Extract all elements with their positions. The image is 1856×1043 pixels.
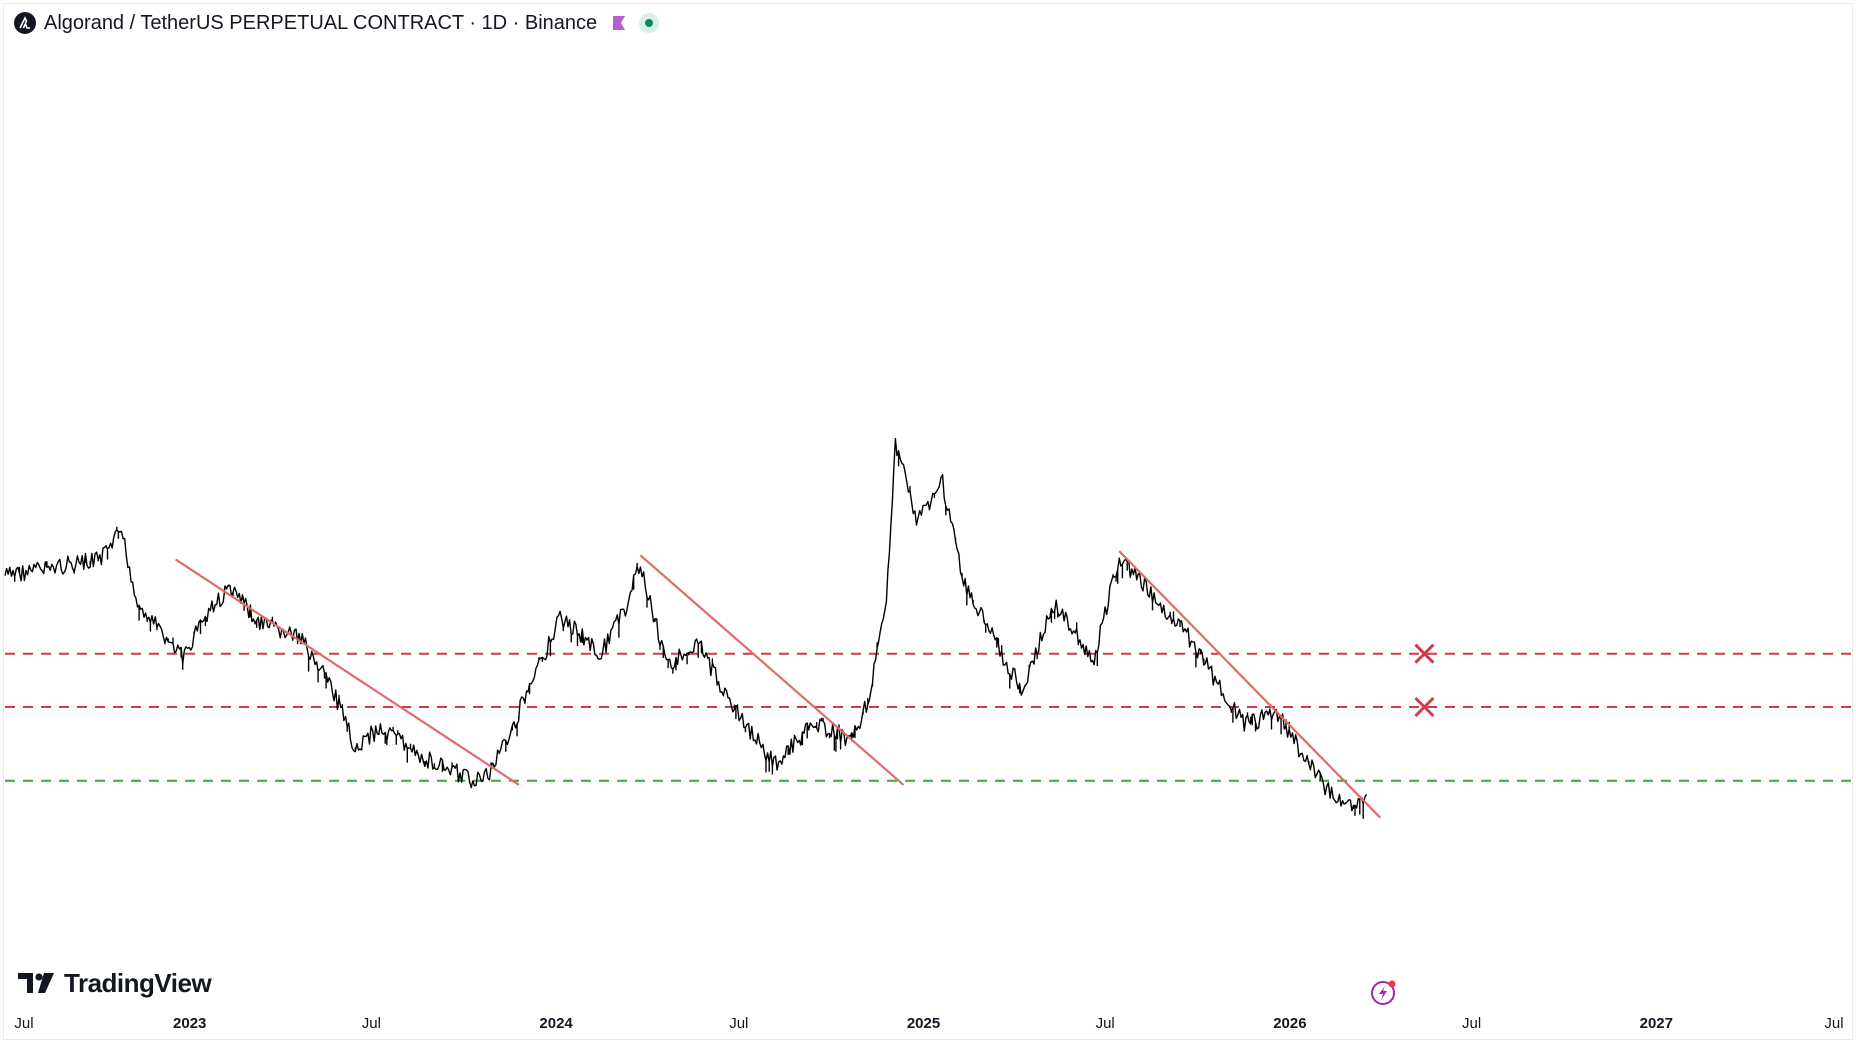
algorand-logo-icon[interactable]: [14, 12, 36, 34]
time-axis-tick-label: Jul: [729, 1015, 749, 1032]
cross-marker-icon: [1414, 643, 1435, 664]
tradingview-logo[interactable]: TradingView: [18, 967, 212, 998]
flag-icon[interactable]: [611, 15, 627, 31]
tradingview-logo-text: TradingView: [64, 967, 212, 998]
time-axis-tick-label: 2025: [906, 1015, 941, 1032]
descending-trendline: [639, 554, 905, 786]
time-axis-tick-label: 2026: [1273, 1015, 1307, 1032]
time-axis-tick-label: Jul: [1462, 1015, 1482, 1032]
symbol-title[interactable]: Algorand / TetherUS PERPETUAL CONTRACT ·…: [44, 11, 598, 34]
time-axis-tick-label: Jul: [14, 1015, 34, 1032]
chart-frame: [3, 3, 1853, 1040]
tradingview-logo-icon: [18, 973, 54, 993]
time-axis-tick-label: 2023: [173, 1015, 207, 1032]
chart-header: Algorand / TetherUS PERPETUAL CONTRACT ·…: [14, 10, 660, 36]
cross-marker-icon: [1414, 696, 1435, 718]
lightning-icon[interactable]: [1370, 978, 1398, 1006]
time-axis-tick-label: 2024: [539, 1015, 573, 1032]
descending-trendline: [1118, 550, 1382, 819]
time-axis-tick-label: Jul: [1095, 1015, 1115, 1032]
descending-trendline: [175, 558, 520, 786]
time-axis-tick-label: Jul: [361, 1015, 381, 1032]
market-open-status-icon[interactable]: [639, 13, 660, 33]
time-axis-tick-label: 2027: [1639, 1015, 1673, 1032]
price-series: [4, 438, 1368, 819]
time-axis-tick-label: Jul: [1824, 1015, 1844, 1032]
